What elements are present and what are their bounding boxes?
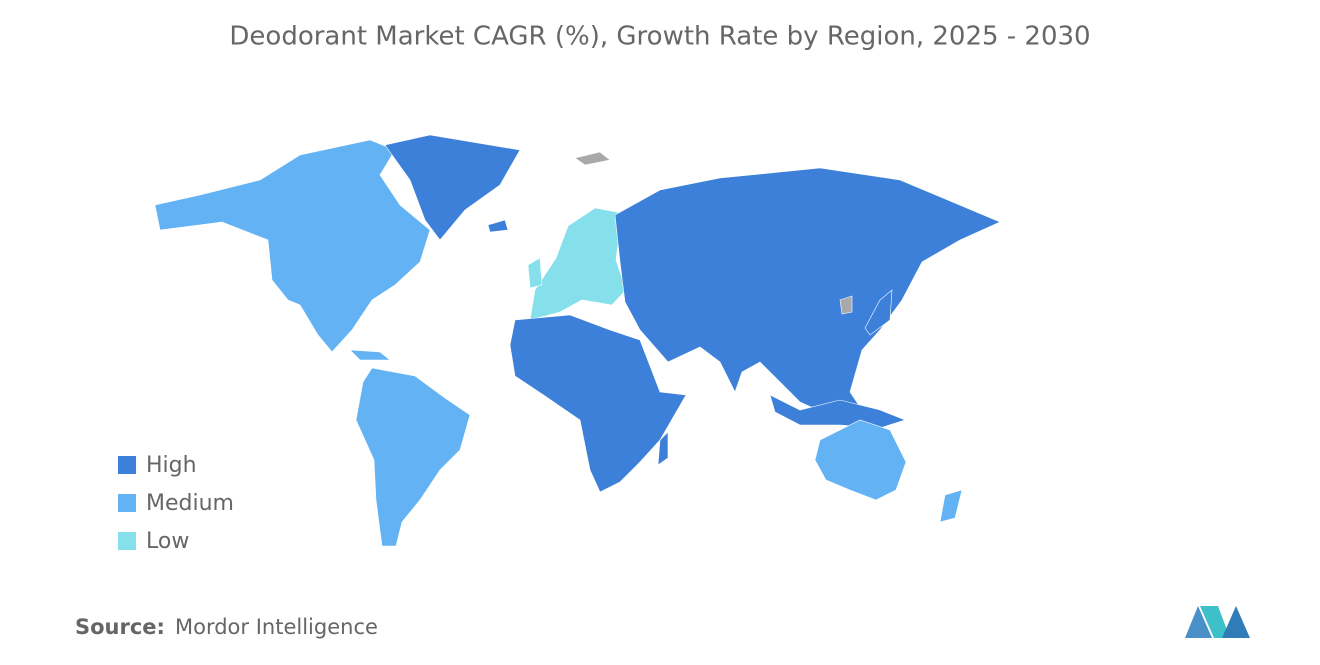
legend-label: High [146,453,197,478]
africa [509,314,687,493]
australia [814,419,907,501]
asia [614,167,1001,423]
south-america [355,367,471,547]
world-map [154,134,1001,547]
logo-part [1222,606,1250,638]
europe [529,207,627,321]
legend-swatch [118,456,136,474]
source-label: Source: [75,615,165,639]
indonesia [769,394,906,429]
iceland [487,219,509,233]
caribbean [349,349,391,361]
legend-label: Medium [146,491,234,516]
uk [527,257,543,289]
legend-swatch [118,494,136,512]
svalbard [574,151,611,166]
greenland [384,134,521,241]
new-zealand [939,489,963,523]
korea [839,295,853,315]
legend: High Medium Low [118,453,234,554]
legend-swatch [118,532,136,550]
japan [864,289,893,336]
logo-part [1185,606,1212,638]
chart-title: Deodorant Market CAGR (%), Growth Rate b… [229,22,1090,52]
logo [1185,606,1250,638]
legend-label: Low [146,529,189,554]
north-america [154,139,431,353]
madagascar [657,431,669,466]
source-text: Mordor Intelligence [175,615,378,639]
logo-part [1200,606,1230,638]
